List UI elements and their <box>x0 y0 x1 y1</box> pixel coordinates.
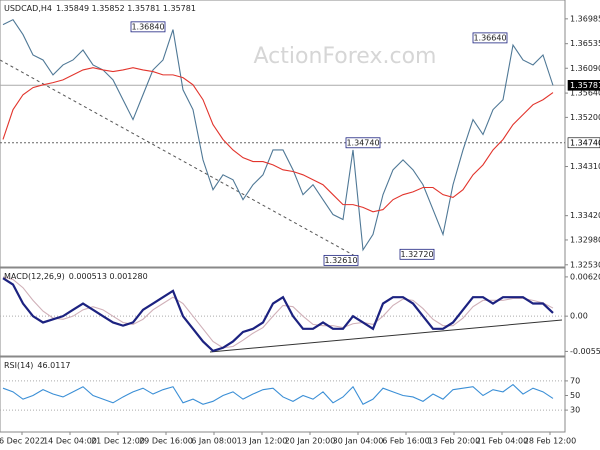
y-tick-label: 1.32980 <box>570 235 600 244</box>
price-label-box <box>323 254 359 266</box>
y-tick-label: 1.35640 <box>570 89 600 98</box>
y-tick-label: 1.36985 <box>570 14 600 23</box>
x-tick-label: 21 Feb 04:00 <box>476 437 528 446</box>
panel-title: MACD(12,26,9) 0.000513 0.001280 <box>4 272 148 281</box>
series-line <box>2 67 554 213</box>
x-tick-label: 30 Jan 04:00 <box>333 437 384 446</box>
price-label: 1.32720 <box>400 250 433 259</box>
y-tick-label: 1.36090 <box>570 64 600 73</box>
price-label-box <box>345 137 381 149</box>
price-label: 1.34740 <box>346 138 379 147</box>
subtitle: 46.0117 <box>37 361 70 370</box>
series-line <box>2 277 554 353</box>
price-label: 1.32610 <box>324 256 357 265</box>
panel-frame <box>0 0 566 268</box>
y-tick-label: 1.32530 <box>570 260 600 269</box>
y-tick-label: 70 <box>570 376 580 385</box>
y-tick-label: 1.33420 <box>570 211 600 220</box>
y-tick-label: -0.005577 <box>570 347 600 356</box>
y-tick-label: 1.36535 <box>570 39 600 48</box>
series-line <box>2 276 554 349</box>
x-tick-label: 20 Jan 20:00 <box>285 437 336 446</box>
y-tick-label: 30 <box>570 406 580 415</box>
panel-frame <box>0 356 566 433</box>
level-label: 1.35781 <box>570 81 600 90</box>
level-box <box>567 137 600 149</box>
trend-line <box>0 59 356 257</box>
watermark: ActionForex.com <box>254 44 437 69</box>
series-line <box>2 383 554 405</box>
price-label-box <box>472 32 508 44</box>
x-tick-label: 6 Jan 08:00 <box>191 437 237 446</box>
panel-frame <box>0 267 566 357</box>
y-tick-label: 1.35200 <box>570 113 600 122</box>
x-tick-label: 6 Feb 16:00 <box>382 437 429 446</box>
subtitle: 1.35849 1.35852 1.35781 1.35781 <box>56 4 196 13</box>
title: MACD(12,26,9) <box>4 272 65 281</box>
title: USDCAD,H4 <box>4 4 52 13</box>
x-tick-label: 13 Feb 20:00 <box>428 437 480 446</box>
x-tick-label: 28 Feb 12:00 <box>524 437 576 446</box>
price-label: 1.36840 <box>131 22 164 31</box>
price-label-box <box>130 21 166 33</box>
panel-title: USDCAD,H4 1.35849 1.35852 1.35781 1.35781 <box>4 4 196 13</box>
macd-trend-line <box>209 319 563 353</box>
price-label: 1.36640 <box>473 33 506 42</box>
level-label: 1.34740 <box>570 138 600 147</box>
title: RSI(14) <box>4 361 33 370</box>
y-tick-label: 0.006208 <box>570 272 600 281</box>
subtitle: 0.000513 0.001280 <box>69 272 148 281</box>
panel-title: RSI(14) 46.0117 <box>4 361 71 370</box>
series-line <box>2 18 554 252</box>
x-tick-label: 29 Dec 16:00 <box>139 437 193 446</box>
price-label-box <box>399 248 435 260</box>
y-tick-label: 0.00 <box>570 312 588 321</box>
x-tick-label: 13 Jan 12:00 <box>237 437 288 446</box>
y-tick-label: 1.34310 <box>570 162 600 171</box>
x-tick-label: 21 Dec 12:00 <box>91 437 145 446</box>
x-tick-label: 6 Dec 2022 <box>0 437 45 446</box>
level-box <box>567 80 600 91</box>
x-tick-label: 14 Dec 04:00 <box>43 437 97 446</box>
y-tick-label: 50 <box>570 391 580 400</box>
